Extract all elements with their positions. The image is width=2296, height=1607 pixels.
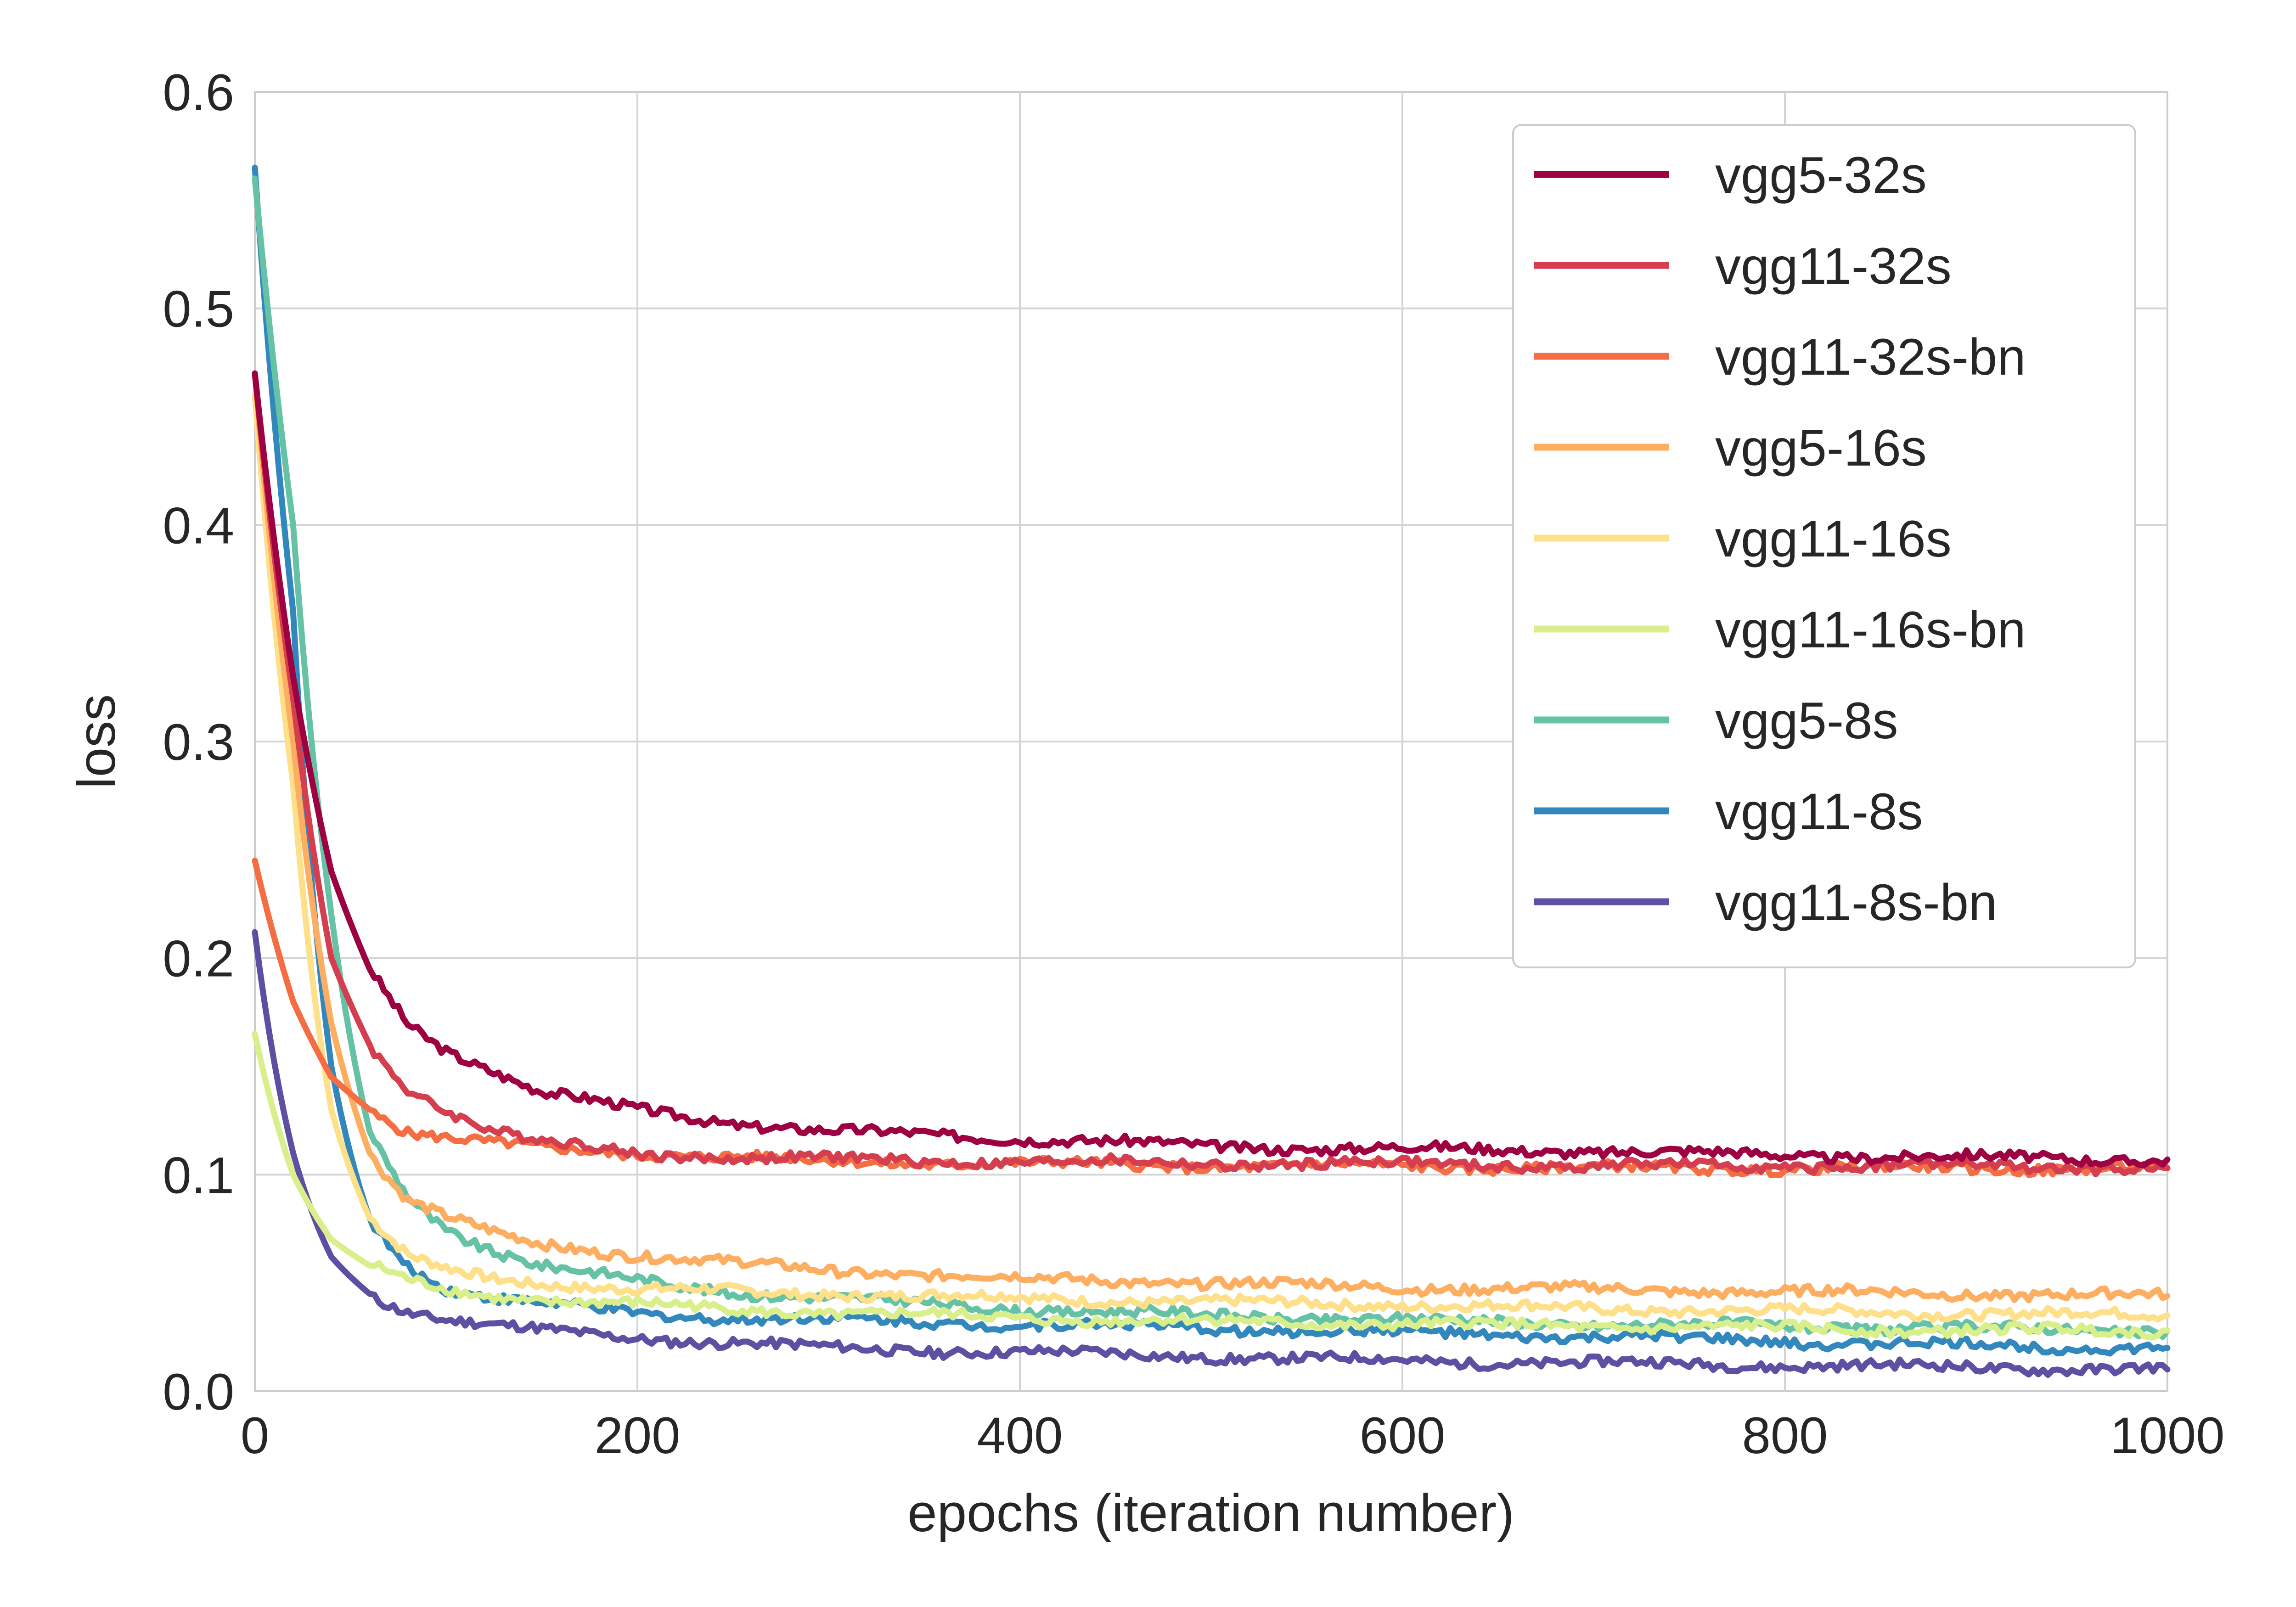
legend: vgg5-32s vgg11-32s vgg11-32s-bn vgg5-16s vgg… [1512,124,2136,968]
legend-box [1512,124,2136,968]
y-tick-label: 0.1 [163,1146,234,1204]
legend-label: vgg5-8s [1715,692,1898,749]
x-tick-label: 400 [977,1407,1063,1464]
y-tick-labels: 0.0 0.1 0.2 0.3 0.4 0.5 0.6 [163,64,234,1421]
x-tick-label: 800 [1742,1407,1828,1464]
legend-label: vgg11-32s-bn [1715,328,2026,386]
y-tick-label: 0.0 [163,1363,234,1421]
x-tick-labels: 0 200 400 600 800 1000 [241,1407,2225,1464]
legend-label: vgg11-16s-bn [1715,601,2026,658]
legend-label: vgg5-16s [1715,419,1927,477]
x-axis-title: epochs (iteration number) [907,1483,1514,1543]
legend-label: vgg5-32s [1715,146,1927,204]
series-line-vgg11-32s [252,370,2171,1178]
x-tick-label: 0 [241,1407,269,1464]
y-tick-label: 0.3 [163,714,234,771]
y-axis-title: loss [67,694,126,789]
series-line-vgg5-32s [252,370,2171,1169]
series-lines [252,164,2171,1378]
x-tick-label: 200 [595,1407,681,1464]
legend-label: vgg11-8s [1715,783,1923,840]
series-line-vgg5-8s [252,175,2171,1340]
y-tick-label: 0.5 [163,281,234,338]
series-line-vgg5-16s [252,370,2171,1304]
y-tick-label: 0.6 [163,64,234,121]
series-line-vgg11-16s [252,392,2171,1323]
series-line-vgg11-16s-bn [252,1031,2171,1341]
x-tick-label: 600 [1360,1407,1446,1464]
y-tick-label: 0.2 [163,930,234,988]
legend-label: vgg11-16s [1715,510,1952,568]
legend-label: vgg11-32s [1715,237,1952,295]
series-line-vgg11-8s-bn [252,929,2171,1378]
y-tick-label: 0.4 [163,497,234,554]
x-tick-label: 1000 [2110,1407,2224,1464]
legend-label: vgg11-8s-bn [1715,874,1997,931]
